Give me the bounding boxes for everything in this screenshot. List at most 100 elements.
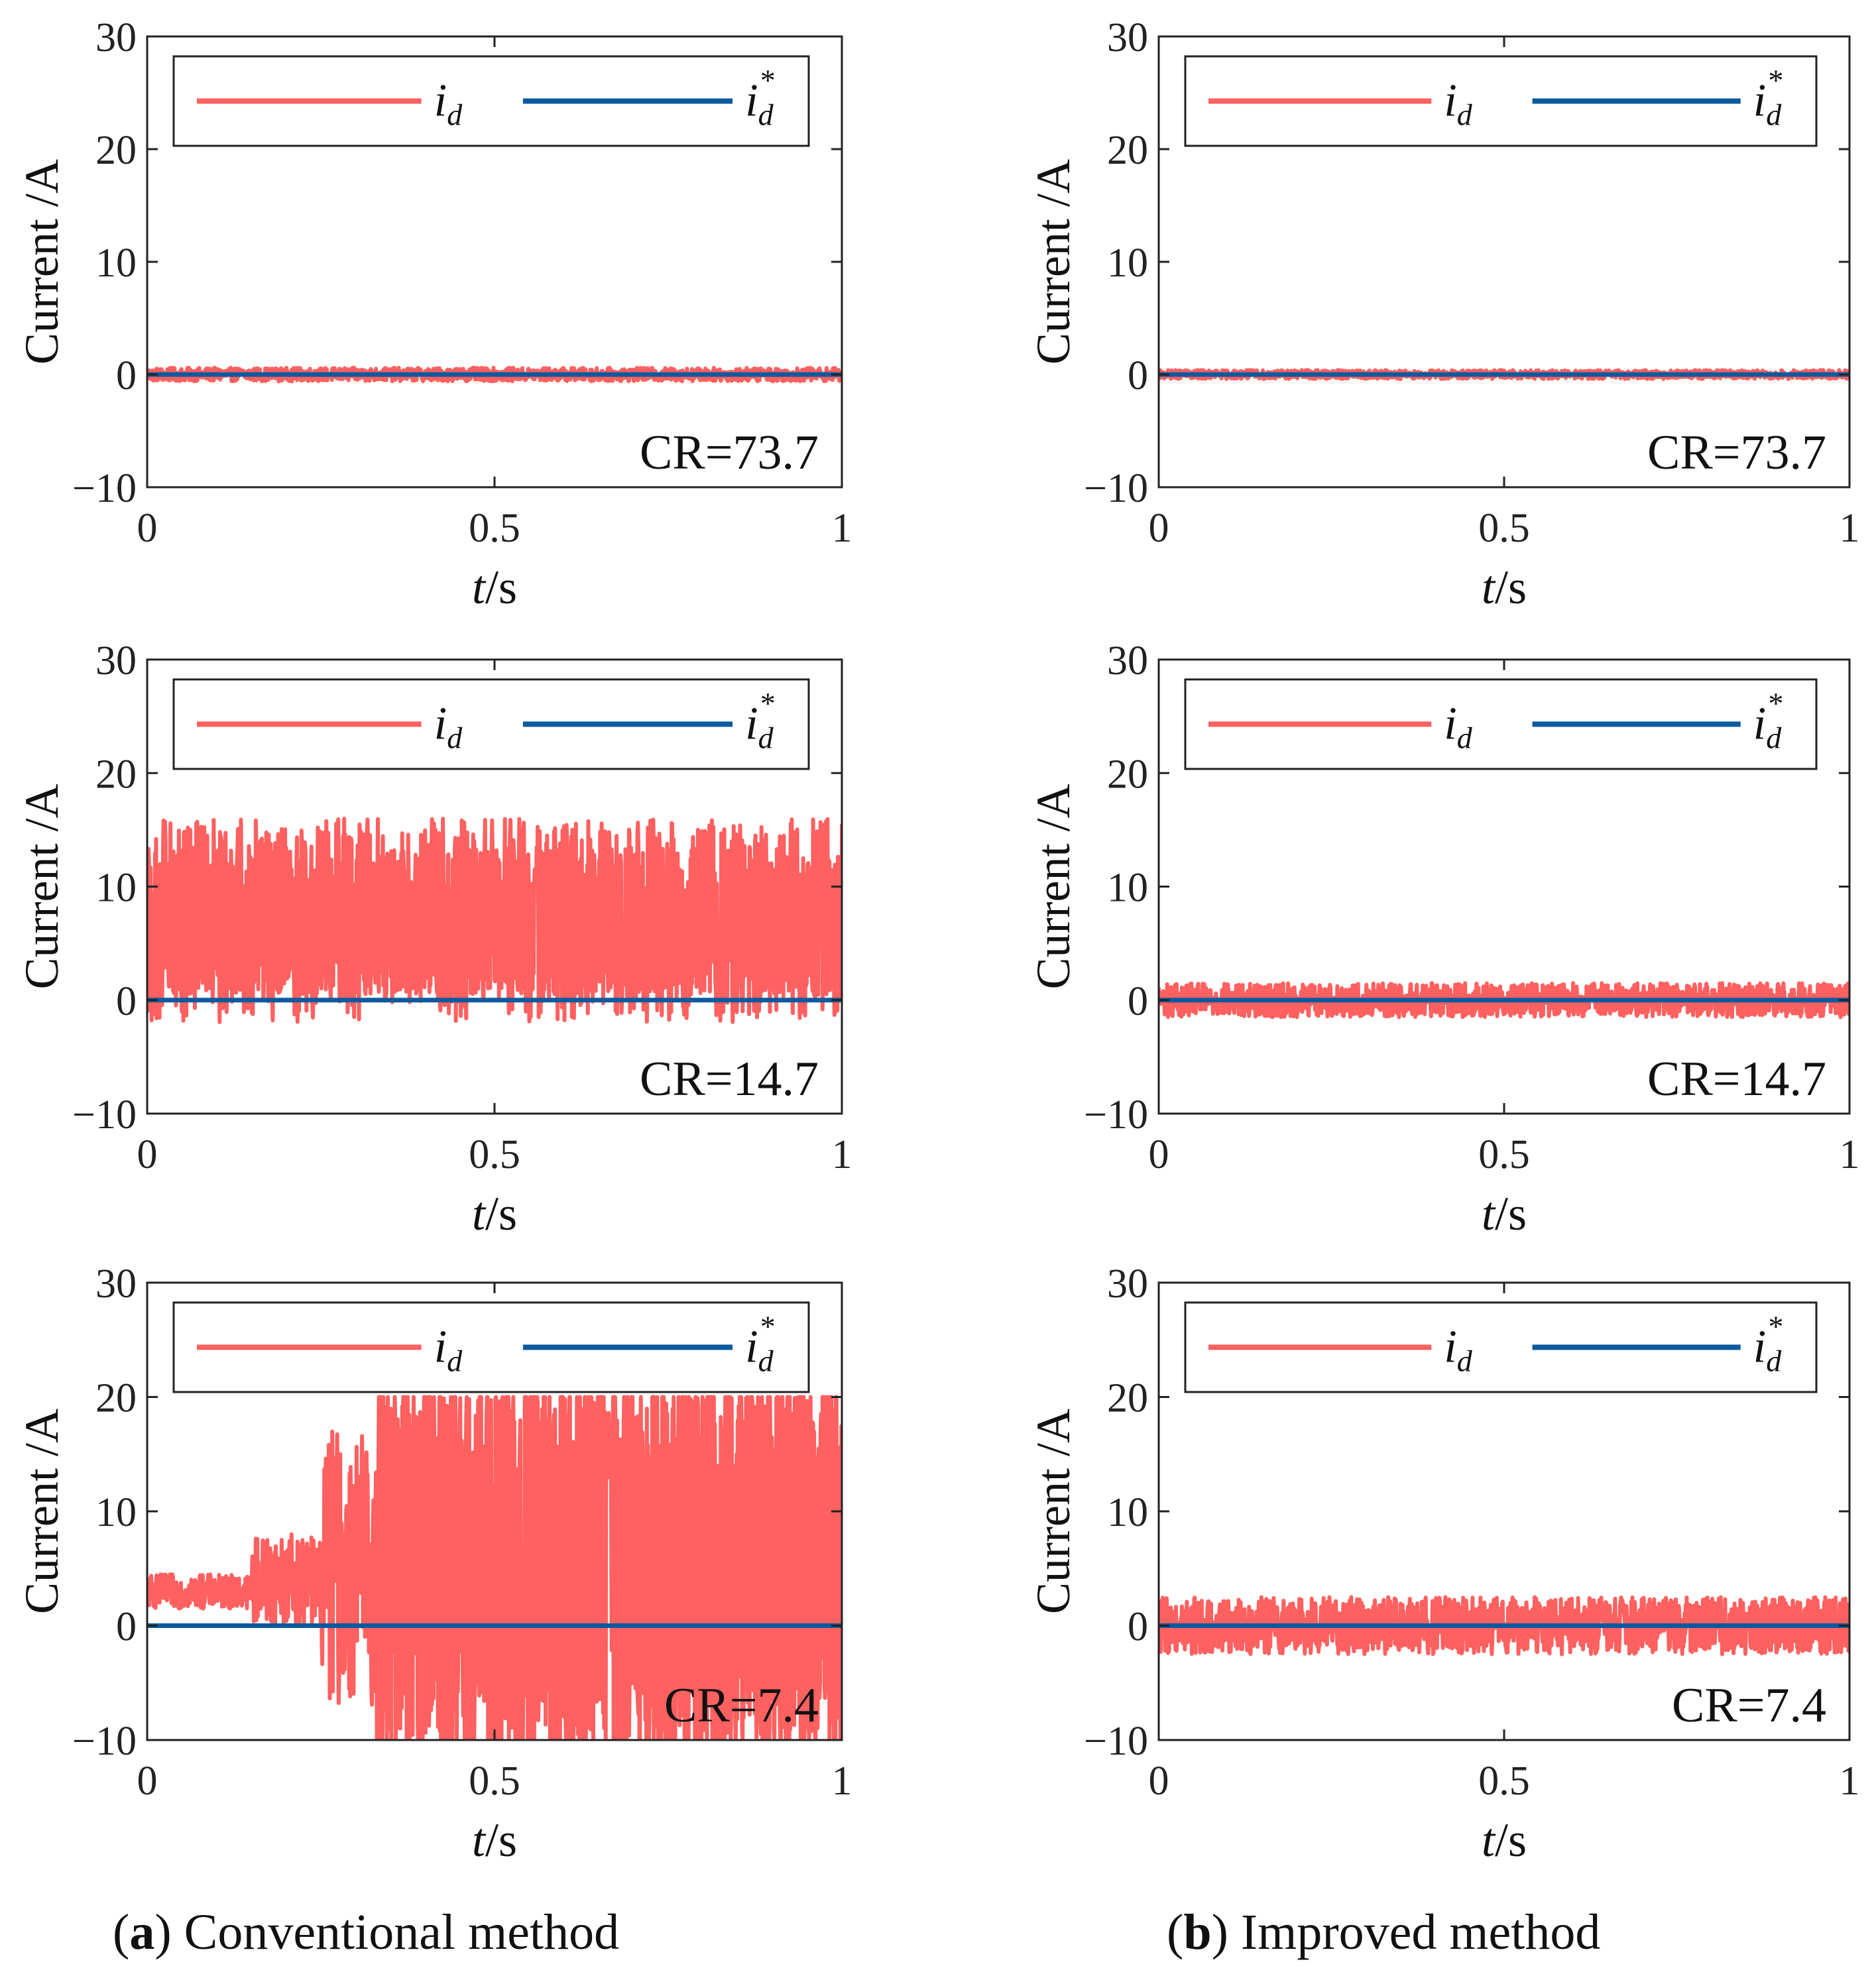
panel-b1-legend-idref-sup: * — [1767, 64, 1782, 97]
panel-a1-plot-area — [147, 365, 842, 384]
panel-b2-xtick-label-2: 1 — [1840, 1132, 1860, 1177]
panel-a2-ytick-label-3: 20 — [95, 752, 137, 797]
panel-b2-ytick-label-2: 10 — [1107, 866, 1148, 911]
panel-b2-xtick-label-0: 0 — [1149, 1132, 1169, 1177]
panel-a3-ytick-label-1: 0 — [116, 1605, 137, 1650]
panel-a2-xlabel: t/s — [472, 1187, 517, 1240]
panel-b2-ytick-label-1: 0 — [1128, 979, 1148, 1024]
panel-b2-legend-id-main: i — [1444, 699, 1456, 750]
panel-b1-cr-label: CR=73.7 — [1647, 426, 1826, 480]
panel-b1-xlabel: t/s — [1482, 561, 1527, 614]
panel-b2-legend-id-sub: d — [1457, 721, 1473, 755]
caption-a-letter: a — [129, 1904, 154, 1960]
panel-b3-ylabel: Current /A — [1027, 1409, 1080, 1614]
panel-a2-legend: id id* — [172, 678, 810, 770]
panel-b3-ytick-label-0: −10 — [1084, 1719, 1148, 1764]
panel-a2-legend-label-id: id — [434, 699, 463, 755]
panel-b1-xlabel-var: t — [1482, 561, 1496, 614]
panel-a3-legend-id-main: i — [434, 1322, 447, 1373]
panel-b1-legend-label-id-ref: id* — [1753, 64, 1782, 132]
panel-a1-legend-idref-sup: * — [759, 64, 774, 97]
panel-a3-xtick-label-1: 0.5 — [469, 1759, 520, 1804]
panel-b3-legend-idref-sup: * — [1767, 1310, 1782, 1344]
panel-b2-xlabel-var: t — [1482, 1187, 1496, 1240]
panel-a3-ylabel: Current /A — [15, 1409, 68, 1614]
panel-a2-ytick-label-0: −10 — [72, 1092, 137, 1137]
panel-b2-ylabel: Current /A — [1027, 784, 1080, 990]
panel-a1-ytick-label-4: 30 — [95, 15, 137, 60]
panel-a2-xtick-label-2: 1 — [832, 1132, 852, 1177]
caption-a-text: Conventional method — [172, 1904, 619, 1960]
caption-b-text: Improved method — [1228, 1904, 1600, 1960]
panel-a1-xlabel: t/s — [472, 561, 517, 614]
panel-b1-xlabel-unit: /s — [1495, 561, 1527, 614]
panel-a2-xlabel-var: t — [472, 1187, 487, 1240]
panel-a1-legend-idref-sub: d — [758, 98, 774, 132]
panel-a3-legend: id id* — [172, 1301, 810, 1393]
panel-a2-ytick-label-4: 30 — [95, 638, 137, 683]
panel-a2-legend-idref-sub: d — [758, 721, 774, 755]
panel-a3-legend-id-sub: d — [447, 1344, 463, 1378]
panel-b3-ytick-label-1: 0 — [1128, 1605, 1148, 1650]
panel-b2-legend-idref-sub: d — [1766, 721, 1782, 755]
caption-b-letter: b — [1183, 1904, 1211, 1960]
panel-a1-legend: id id* — [172, 55, 810, 147]
panel-b3-xlabel: t/s — [1482, 1814, 1527, 1867]
panel-b1-legend-label-id: id — [1444, 76, 1472, 132]
panel-a1-legend-idref-main: i — [745, 76, 758, 127]
panel-b3-ytick-label-4: 30 — [1107, 1261, 1148, 1307]
panel-a3-legend-idref-sub: d — [758, 1344, 774, 1378]
panel-b2-xlabel: t/s — [1482, 1187, 1527, 1240]
panel-b3-plot-area — [1159, 1595, 1849, 1656]
panel-b2-series-id — [1159, 981, 1849, 1019]
panel-a3-ytick-label-4: 30 — [95, 1261, 137, 1307]
panel-b1-ytick-label-2: 10 — [1107, 241, 1148, 286]
panel-b1-xtick-label-1: 0.5 — [1478, 506, 1530, 551]
panel-b1-legend-idref-sub: d — [1766, 98, 1782, 132]
panel-a2-xlabel-unit: /s — [485, 1187, 517, 1240]
panel-b1-legend-id-main: i — [1444, 76, 1456, 127]
panel-a3-ytick-label-2: 10 — [95, 1490, 137, 1535]
panel-b3-xtick-label-2: 1 — [1840, 1759, 1860, 1804]
panel-b3-legend-idref-main: i — [1753, 1322, 1766, 1373]
panel-a1-xlabel-unit: /s — [485, 561, 517, 614]
panel-b3-legend-label-id: id — [1444, 1322, 1472, 1378]
panel-b3-cr-label: CR=7.4 — [1672, 1678, 1826, 1733]
panel-b3-legend-id-sub: d — [1457, 1344, 1473, 1378]
panel-a3-ytick-label-0: −10 — [72, 1719, 137, 1764]
panel-b1-legend-id-sub: d — [1457, 98, 1473, 132]
panel-a1-ytick-label-0: −10 — [72, 466, 137, 511]
panel-a3-series-id — [147, 1395, 842, 1740]
panel-b3-legend-idref-sub: d — [1766, 1344, 1782, 1378]
panel-a3-legend-label-id: id — [434, 1322, 463, 1378]
panel-b3-legend: id id* — [1184, 1301, 1818, 1393]
panel-a2-xtick-label-1: 0.5 — [469, 1132, 520, 1177]
panel-a1-ytick-label-1: 0 — [116, 353, 137, 398]
panel-a3-legend-label-id-ref: id* — [745, 1310, 774, 1378]
panel-b2-legend-label-id: id — [1444, 699, 1472, 755]
panel-a3-xlabel-var: t — [472, 1814, 487, 1867]
panel-b2-legend-idref-sup: * — [1767, 687, 1782, 721]
panel-b1-legend-idref-main: i — [1753, 76, 1766, 127]
panel-a1-xtick-label-1: 0.5 — [469, 506, 520, 551]
panel-a2-legend-id-sub: d — [447, 721, 463, 755]
panel-b2-legend-idref-main: i — [1753, 699, 1766, 750]
panel-b3-xtick-label-0: 0 — [1149, 1759, 1169, 1804]
panel-b1-ytick-label-4: 30 — [1107, 15, 1148, 60]
panel-a2-series-id — [147, 817, 842, 1024]
panel-b1-ytick-label-3: 20 — [1107, 128, 1148, 173]
panel-a2-legend-label-id-ref: id* — [745, 687, 774, 755]
panel-b3-xlabel-var: t — [1482, 1814, 1496, 1867]
panel-a2-legend-id-main: i — [434, 699, 447, 750]
panel-a3-legend-idref-sup: * — [759, 1310, 774, 1344]
panel-b3-legend-id-main: i — [1444, 1322, 1456, 1373]
panel-b2-ytick-label-0: −10 — [1084, 1092, 1148, 1137]
panel-a1-xtick-label-0: 0 — [137, 506, 158, 551]
panel-b2-cr-label: CR=14.7 — [1647, 1052, 1826, 1106]
panel-a1-xlabel-var: t — [472, 561, 487, 614]
